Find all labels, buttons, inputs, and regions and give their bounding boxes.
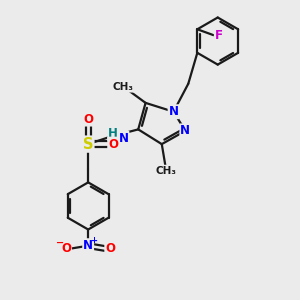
Text: N: N [180, 124, 190, 137]
Text: CH₃: CH₃ [156, 166, 177, 176]
Text: CH₃: CH₃ [113, 82, 134, 92]
Text: N: N [118, 132, 128, 145]
Text: F: F [215, 29, 223, 42]
Text: O: O [108, 138, 118, 151]
Text: S: S [83, 136, 93, 152]
Text: O: O [83, 112, 93, 126]
Text: N: N [169, 105, 178, 118]
Text: O: O [105, 242, 115, 255]
Text: O: O [61, 242, 71, 255]
Text: N: N [83, 239, 93, 252]
Text: H: H [108, 127, 118, 140]
Text: +: + [90, 236, 97, 245]
Text: −: − [56, 238, 64, 248]
